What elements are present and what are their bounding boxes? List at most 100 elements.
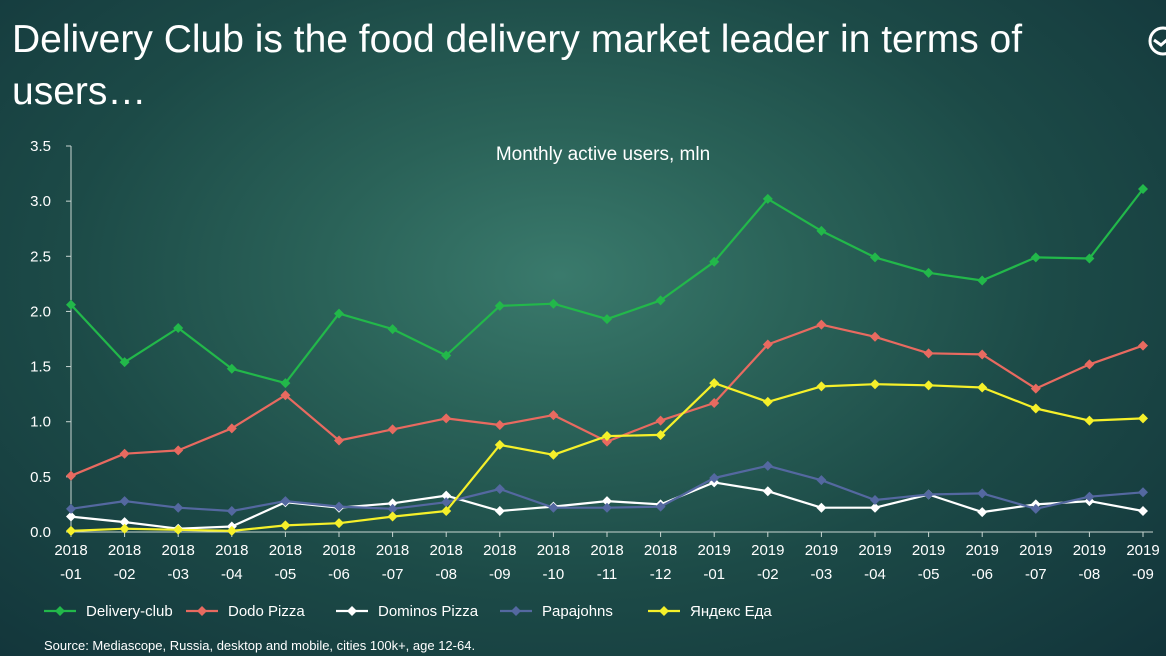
x-tick-label-month: -09 bbox=[489, 566, 511, 583]
data-point bbox=[334, 435, 344, 446]
x-tick-label-month: -09 bbox=[1132, 566, 1154, 583]
x-tick-label-month: -06 bbox=[971, 566, 993, 583]
x-tick-label-month: -05 bbox=[275, 566, 297, 583]
data-point bbox=[66, 511, 76, 522]
x-tick-label-year: 2018 bbox=[162, 542, 195, 559]
data-point bbox=[280, 390, 291, 401]
x-tick-label-year: 2019 bbox=[858, 542, 891, 559]
series-4 bbox=[66, 378, 1148, 536]
x-tick-label-month: -05 bbox=[918, 566, 940, 583]
data-point bbox=[226, 423, 237, 434]
data-point bbox=[548, 502, 559, 513]
data-point bbox=[762, 486, 773, 497]
data-point bbox=[655, 429, 666, 440]
data-point bbox=[1084, 253, 1095, 264]
x-tick-label-month: -11 bbox=[597, 566, 618, 583]
data-point bbox=[494, 300, 505, 311]
data-point bbox=[655, 295, 666, 306]
x-tick-label-month: -04 bbox=[221, 566, 243, 583]
x-tick-label-month: -08 bbox=[435, 566, 457, 583]
series-3 bbox=[66, 460, 1148, 517]
y-tick-label: 3.0 bbox=[30, 193, 51, 210]
data-point bbox=[655, 501, 666, 512]
data-point bbox=[816, 502, 827, 513]
data-point bbox=[494, 506, 505, 517]
data-point bbox=[923, 489, 934, 500]
y-axis-ticks: 0.0 0.5 1.0 1.5 2.0 2.5 3.0 3.5 bbox=[30, 138, 71, 541]
data-point bbox=[173, 445, 184, 456]
data-point bbox=[173, 524, 184, 535]
data-point bbox=[119, 523, 130, 534]
x-tick-label-year: 2018 bbox=[269, 542, 302, 559]
legend-marker bbox=[511, 606, 521, 616]
data-point bbox=[602, 431, 612, 442]
data-point bbox=[334, 308, 344, 319]
data-point bbox=[709, 378, 720, 389]
data-point bbox=[1030, 503, 1041, 514]
data-point bbox=[548, 449, 559, 460]
data-point bbox=[762, 339, 773, 350]
data-point bbox=[66, 470, 76, 481]
data-point bbox=[1030, 252, 1041, 263]
x-tick-label-month: -02 bbox=[114, 566, 136, 583]
data-point bbox=[709, 397, 720, 408]
x-tick-label-month: -03 bbox=[167, 566, 189, 583]
data-point bbox=[762, 460, 773, 471]
legend-item: Papajohns bbox=[500, 603, 613, 620]
x-tick-label-year: 2019 bbox=[966, 542, 999, 559]
data-point bbox=[709, 256, 720, 267]
x-tick-label-month: -01 bbox=[703, 566, 725, 583]
x-tick-label-month: -03 bbox=[811, 566, 833, 583]
data-point bbox=[548, 410, 559, 421]
data-point bbox=[119, 517, 130, 528]
y-tick-label: 0.5 bbox=[30, 469, 51, 486]
data-point bbox=[1030, 383, 1041, 394]
data-point bbox=[66, 299, 76, 310]
series-1 bbox=[66, 319, 1148, 481]
x-tick-label-year: 2018 bbox=[644, 542, 677, 559]
data-point bbox=[923, 380, 934, 391]
data-point bbox=[226, 506, 237, 517]
sber-logo-icon bbox=[1148, 26, 1166, 56]
data-point bbox=[816, 381, 827, 392]
data-point bbox=[977, 507, 988, 518]
data-point bbox=[494, 439, 505, 450]
data-point bbox=[870, 379, 880, 390]
y-tick-label: 2.0 bbox=[30, 303, 51, 320]
y-tick-label: 1.0 bbox=[30, 414, 51, 431]
x-tick-label-month: -01 bbox=[60, 566, 82, 583]
chart-title: Monthly active users, mln bbox=[496, 144, 710, 165]
x-tick-label-month: -02 bbox=[757, 566, 779, 583]
data-point bbox=[923, 348, 934, 359]
x-tick-label-month: -06 bbox=[328, 566, 350, 583]
data-point bbox=[1138, 340, 1148, 351]
data-point bbox=[870, 502, 880, 513]
data-point bbox=[119, 448, 130, 459]
chart-axes bbox=[70, 146, 1153, 533]
data-point bbox=[923, 267, 934, 278]
legend-item: Dodo Pizza bbox=[186, 603, 305, 620]
data-point bbox=[655, 415, 666, 426]
data-point bbox=[1084, 415, 1095, 426]
x-tick-label-month: -07 bbox=[1025, 566, 1047, 583]
slide-title: Delivery Club is the food delivery marke… bbox=[12, 18, 1023, 113]
data-point bbox=[280, 520, 291, 531]
data-point bbox=[441, 350, 452, 361]
data-point bbox=[816, 475, 827, 486]
data-point bbox=[548, 298, 559, 309]
data-point bbox=[977, 488, 988, 499]
series-line bbox=[70, 323, 1144, 477]
y-tick-label: 3.5 bbox=[30, 138, 51, 155]
x-tick-label-month: -10 bbox=[543, 566, 565, 583]
data-point bbox=[762, 193, 773, 204]
data-point bbox=[1138, 487, 1148, 498]
x-tick-label-year: 2019 bbox=[698, 542, 731, 559]
data-point bbox=[441, 497, 452, 508]
data-point bbox=[870, 252, 880, 263]
legend-label: Яндекс Еда bbox=[690, 603, 772, 620]
legend-label: Papajohns bbox=[542, 603, 613, 620]
data-point bbox=[173, 322, 184, 333]
data-point bbox=[977, 382, 988, 393]
x-tick-label-year: 2018 bbox=[483, 542, 516, 559]
